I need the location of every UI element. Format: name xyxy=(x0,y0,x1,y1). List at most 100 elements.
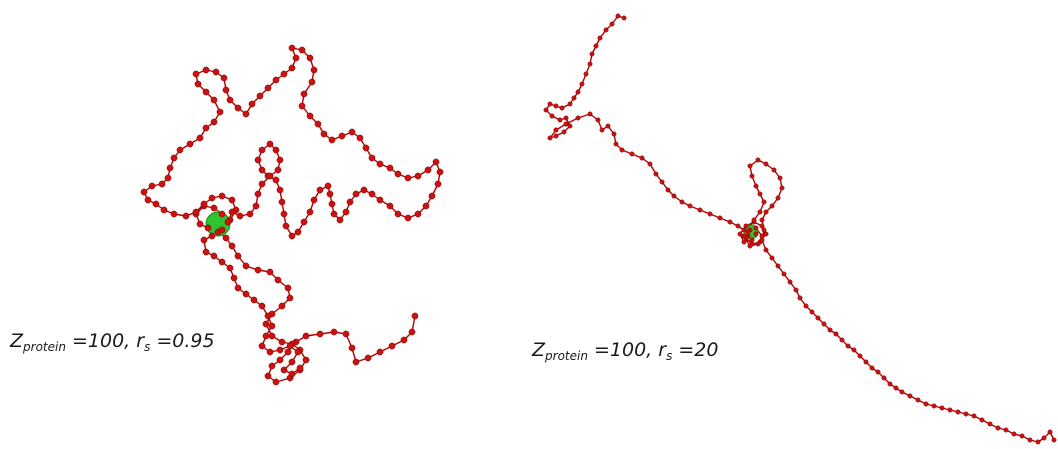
chain-bead xyxy=(310,66,318,74)
chain-bead xyxy=(264,372,272,380)
chain-bead xyxy=(170,210,178,218)
chain-bead xyxy=(763,231,769,237)
chain-bead xyxy=(749,237,755,243)
chain-bead xyxy=(955,409,961,415)
chain-bead xyxy=(428,192,436,200)
chain-bead xyxy=(567,123,573,129)
label-r-value: =0.95 xyxy=(150,330,215,352)
chain-bead xyxy=(276,186,284,194)
chain-bead xyxy=(659,179,665,185)
chain-bead xyxy=(561,129,567,135)
chain-bead xyxy=(611,131,617,137)
chain-bead xyxy=(250,296,258,304)
chain-bead xyxy=(210,252,218,260)
chain-bead xyxy=(563,121,569,127)
chain-bead xyxy=(1041,435,1047,441)
label-r-symbol: r xyxy=(136,330,145,352)
chain-bead xyxy=(342,208,350,216)
chain-bead xyxy=(222,234,230,242)
chain-bead xyxy=(254,266,262,274)
chain-bead xyxy=(182,212,190,220)
chain-bead xyxy=(751,217,757,223)
chain-bead xyxy=(1011,431,1017,437)
chain-bead xyxy=(192,70,200,78)
chain-bead xyxy=(707,211,713,217)
chain-bead xyxy=(779,185,785,191)
chain-bead xyxy=(144,196,152,204)
chain-bead xyxy=(589,51,595,57)
label-z-value: =100, xyxy=(65,330,137,352)
chain-bead xyxy=(763,209,769,215)
chain-bead xyxy=(282,222,290,230)
chain-bead xyxy=(603,27,609,33)
chain-bead xyxy=(923,401,929,407)
chain-bead xyxy=(647,161,653,167)
chain-bead xyxy=(567,101,573,107)
label-r-subscript: s xyxy=(666,349,673,363)
chain-bead xyxy=(687,203,693,209)
chain-bead xyxy=(857,353,863,359)
chain-bead xyxy=(348,344,356,352)
chain-bead xyxy=(200,236,208,244)
chain-bead xyxy=(757,209,763,215)
chain-bead xyxy=(274,276,282,284)
chain-bead xyxy=(595,117,601,123)
chain-bead xyxy=(218,192,226,200)
chain-bead xyxy=(218,210,226,218)
chain-bead xyxy=(308,78,316,86)
chain-bead xyxy=(727,219,733,225)
chain-bead xyxy=(152,200,160,208)
chain-bead xyxy=(258,342,266,350)
chain-bead xyxy=(809,309,815,315)
chain-bead xyxy=(306,112,314,120)
chain-bead xyxy=(679,199,685,205)
chain-bead xyxy=(575,115,581,121)
chain-bead xyxy=(356,134,364,142)
chain-bead xyxy=(593,43,599,49)
chain-bead xyxy=(228,196,236,204)
chain-bead xyxy=(803,303,809,309)
chain-bead xyxy=(414,172,422,180)
chain-bead xyxy=(266,348,274,356)
chain-bead xyxy=(256,92,264,100)
chain-bead xyxy=(717,215,723,221)
chain-bead xyxy=(671,193,677,199)
chain-bead xyxy=(272,146,280,154)
chain-bead xyxy=(266,268,274,276)
label-z-subscript: protein xyxy=(545,349,588,363)
chain-bead xyxy=(759,223,765,229)
chain-bead xyxy=(288,370,296,378)
chain-bead xyxy=(278,338,286,346)
chain-bead xyxy=(1047,429,1053,435)
chain-bead xyxy=(763,161,769,167)
chain-bead xyxy=(376,196,384,204)
chain-bead xyxy=(286,342,294,350)
chain-bead xyxy=(400,336,408,344)
chain-bead xyxy=(228,242,236,250)
chain-bead xyxy=(218,226,226,234)
chain-bead xyxy=(1035,439,1041,445)
chain-bead xyxy=(755,241,761,247)
chain-bead xyxy=(288,358,296,366)
chain-bead xyxy=(547,135,553,141)
chain-bead xyxy=(330,328,338,336)
chain-bead xyxy=(845,343,851,349)
chain-bead xyxy=(971,413,977,419)
chain-bead xyxy=(605,123,611,129)
chain-bead xyxy=(749,173,755,179)
chain-bead xyxy=(875,369,881,375)
chain-bead xyxy=(787,279,793,285)
chain-bead xyxy=(665,187,671,193)
chain-bead xyxy=(408,328,416,336)
left-chain-beads xyxy=(140,44,444,386)
chain-bead xyxy=(278,302,286,310)
chain-bead xyxy=(639,155,645,161)
chain-bead xyxy=(210,118,218,126)
chain-bead xyxy=(797,295,803,301)
chain-bead xyxy=(324,182,332,190)
chain-bead xyxy=(587,61,593,67)
chain-bead xyxy=(276,346,284,354)
left-chain-panel xyxy=(140,44,444,386)
chain-bead xyxy=(280,70,288,78)
chain-bead xyxy=(268,322,276,330)
